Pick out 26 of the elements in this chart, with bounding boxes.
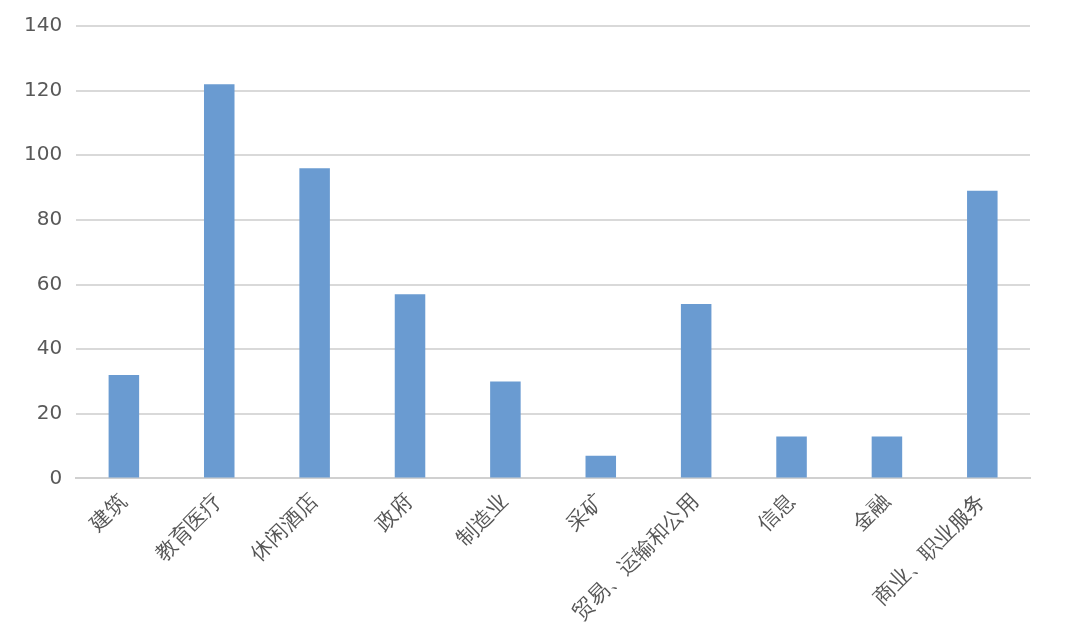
y-tick-label: 140 xyxy=(23,12,63,37)
x-tick-label: 制造业 xyxy=(451,488,513,551)
bar xyxy=(108,374,140,478)
x-tick-label: 建筑 xyxy=(83,488,132,537)
x-tick-label: 休闲酒店 xyxy=(245,488,323,566)
bar xyxy=(680,303,712,478)
y-tick-label: 20 xyxy=(36,399,63,424)
bar xyxy=(871,436,903,478)
x-tick-label: 信息 xyxy=(752,488,799,536)
bar xyxy=(776,436,807,478)
x-tick-label: 教育医疗 xyxy=(150,488,227,566)
y-tick-label: 100 xyxy=(23,141,63,166)
y-tick-label: 0 xyxy=(49,464,63,489)
x-tick-label: 政府 xyxy=(370,488,418,536)
bar xyxy=(394,294,426,478)
y-tick-label: 60 xyxy=(36,270,63,295)
y-tick-label: 120 xyxy=(23,76,63,101)
bar xyxy=(490,381,521,478)
y-tick-label: 40 xyxy=(36,335,63,360)
x-tick-label: 金融 xyxy=(847,488,895,536)
bar xyxy=(203,84,235,478)
y-tick-label: 80 xyxy=(36,206,63,231)
bar xyxy=(299,168,330,478)
x-tick-label: 采矿 xyxy=(561,488,609,536)
bar xyxy=(585,455,617,478)
bar xyxy=(967,190,998,478)
